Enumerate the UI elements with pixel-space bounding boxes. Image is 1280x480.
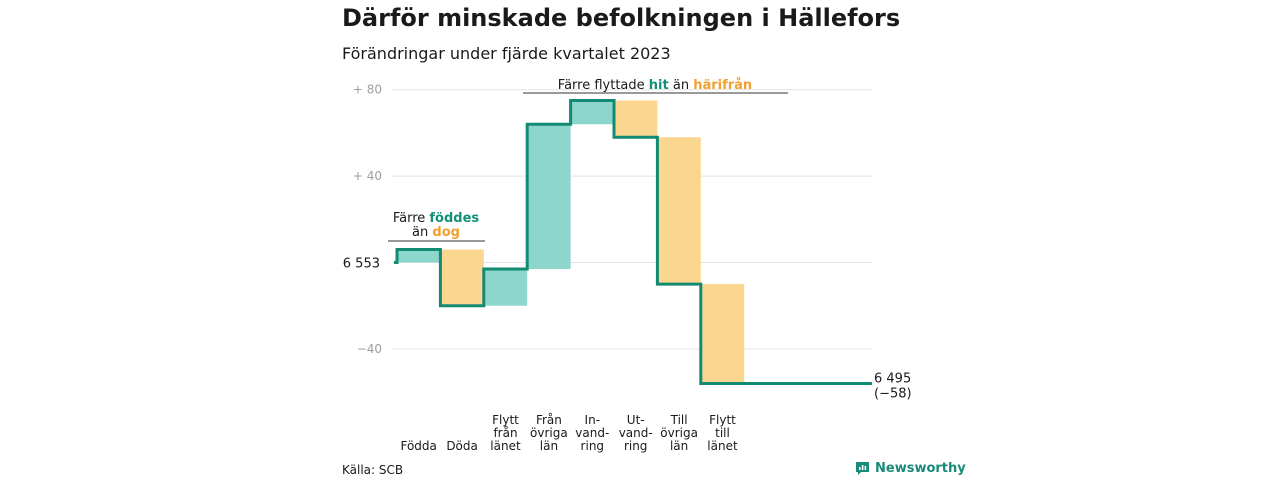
x-category-label: ring [624, 439, 648, 453]
waterfall-bar [614, 100, 658, 138]
newsworthy-logo-icon [856, 462, 869, 475]
x-category-label: länet [707, 439, 738, 453]
x-category-label: länet [490, 439, 521, 453]
chart-subtitle: Förändringar under fjärde kvartalet 2023 [342, 44, 671, 63]
x-category-label: från [493, 426, 517, 440]
waterfall-bar [527, 124, 571, 269]
x-category-label: Från [536, 413, 562, 427]
x-category-label: övriga [660, 426, 698, 440]
waterfall-bar [440, 249, 484, 306]
x-category-label: till [715, 426, 730, 440]
x-category-label: Till [670, 413, 688, 427]
annotation-moves: Färre flyttade hit än härifrån [558, 78, 752, 93]
x-category-label: län [670, 439, 688, 453]
x-category-label: Döda [446, 439, 478, 453]
end-change-label: (−58) [874, 386, 912, 401]
x-category-label: In- [585, 413, 600, 427]
x-category-label: vand- [575, 426, 609, 440]
x-category-label: övriga [530, 426, 568, 440]
brand-name: Newsworthy [875, 461, 966, 476]
waterfall-bar [700, 284, 745, 384]
waterfall-bar [570, 100, 614, 125]
waterfall-bar [397, 249, 441, 263]
waterfall-bar [483, 268, 528, 306]
source-note: Källa: SCB [342, 463, 404, 477]
annotation-births-line2: än dog [412, 225, 460, 240]
x-category-label: Flytt [492, 413, 519, 427]
start-value-label: 6 553 [343, 257, 380, 272]
annotation-births: Färre föddes [393, 211, 480, 226]
chart-title: Därför minskade befolkningen i Hällefors [342, 4, 901, 32]
brand-logo: Newsworthy [855, 461, 966, 476]
cumulative-step-line [394, 99, 872, 385]
waterfall-bar [657, 137, 701, 285]
x-category-label: Ut- [627, 413, 645, 427]
y-tick-label: + 80 [353, 83, 382, 97]
x-category-label: ring [581, 439, 605, 453]
x-category-label: Flytt [709, 413, 736, 427]
x-category-label: Födda [400, 439, 436, 453]
x-category-label: vand- [619, 426, 653, 440]
x-category-label: län [540, 439, 558, 453]
y-tick-label: + 40 [353, 169, 382, 183]
end-value-label: 6 495 [874, 371, 911, 386]
y-tick-label: −40 [357, 342, 382, 356]
